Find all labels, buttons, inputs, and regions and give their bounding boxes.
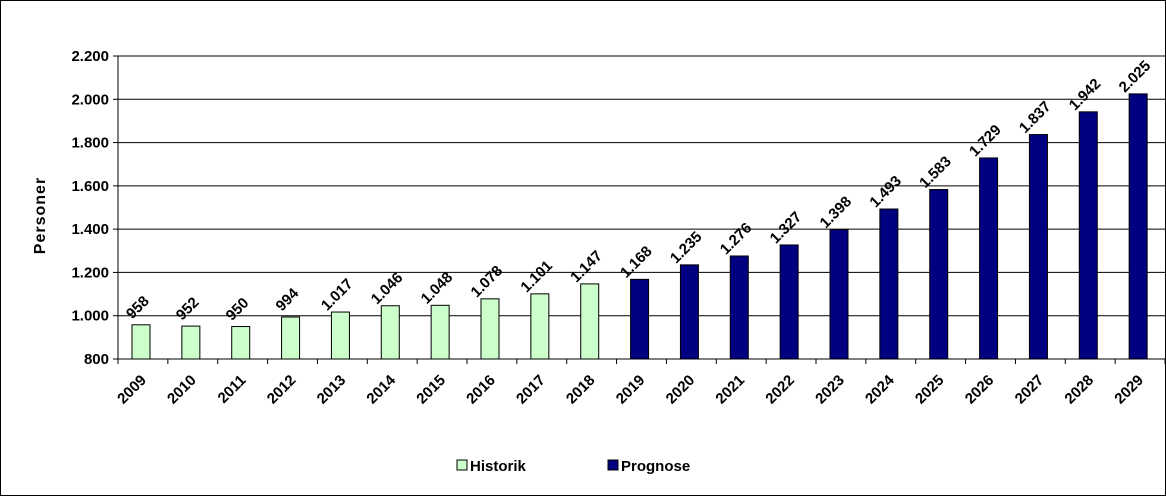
data-label: 1.398 (817, 193, 856, 232)
bar-prognose-2026 (979, 157, 999, 360)
data-label: 1.147 (567, 247, 606, 286)
bar-historik-2010 (181, 325, 201, 360)
data-label: 1.493 (866, 173, 905, 212)
bar-prognose-2029 (1128, 93, 1148, 360)
bar-historik-2017 (530, 293, 550, 360)
bar-prognose-2020 (679, 264, 699, 360)
x-tick-label: 2009 (114, 372, 150, 408)
x-tick-label: 2020 (663, 372, 699, 408)
y-tick-label: 2.000 (71, 91, 109, 108)
data-label: 1.168 (617, 243, 656, 282)
data-label: 1.276 (717, 220, 756, 259)
data-label: 1.101 (517, 257, 556, 296)
x-tick-label: 2022 (762, 372, 798, 408)
x-tick-label: 2014 (363, 371, 399, 407)
x-tick-label: 2017 (513, 372, 549, 408)
data-label: 950 (223, 294, 253, 324)
x-tick-label: 2025 (912, 372, 948, 408)
bar-prognose-2025 (929, 189, 949, 360)
y-tick-label: 1.400 (71, 221, 109, 238)
x-tick-label: 2015 (413, 372, 449, 408)
y-tick-label: 1.200 (71, 264, 109, 281)
bar-historik-2016 (480, 298, 500, 360)
data-label: 994 (273, 285, 303, 315)
bar-historik-2015 (430, 304, 450, 360)
x-tick-label: 2013 (314, 372, 350, 408)
legend: Historik Prognose (456, 458, 690, 475)
data-label: 1.046 (368, 269, 407, 308)
gridlines (118, 55, 1165, 360)
bar-prognose-2024 (879, 208, 899, 360)
bar-prognose-2019 (630, 278, 650, 360)
data-label: 1.048 (418, 269, 457, 308)
data-label: 952 (173, 294, 203, 324)
x-tick-label: 2018 (563, 372, 599, 408)
x-tick-label: 2021 (712, 372, 748, 408)
y-tick-label: 1.600 (71, 178, 109, 195)
legend-label-prognose: Prognose (621, 458, 690, 475)
y-tick-label: 1.800 (71, 135, 109, 152)
data-label: 1.942 (1066, 75, 1105, 114)
legend-swatch-historik (456, 459, 468, 471)
bar-historik-2011 (231, 326, 251, 360)
y-axis-title: Personer (32, 177, 49, 254)
data-label: 1.729 (966, 121, 1005, 160)
bar-historik-2012 (281, 316, 301, 360)
bar-historik-2009 (131, 324, 151, 360)
x-tick-label: 2028 (1061, 372, 1097, 408)
y-tick-label: 800 (84, 351, 109, 368)
data-label: 1.078 (468, 262, 507, 301)
x-tick-label: 2012 (264, 372, 300, 408)
x-tick-label: 2027 (1012, 372, 1048, 408)
bar-prognose-2028 (1078, 111, 1098, 360)
x-tick-label: 2016 (463, 372, 499, 408)
legend-label-historik: Historik (470, 458, 527, 475)
x-tick-label: 2010 (164, 372, 200, 408)
data-label: 1.327 (767, 208, 806, 247)
x-tick-label: 2023 (812, 372, 848, 408)
data-label: 1.235 (667, 228, 706, 267)
x-tick-label: 2029 (1111, 372, 1147, 408)
x-tick-label: 2011 (215, 372, 250, 407)
bar-prognose-2027 (1028, 134, 1048, 360)
y-tick-label: 1.000 (71, 308, 109, 325)
y-tick-label: 2.200 (71, 48, 109, 65)
data-label: 2.025 (1116, 57, 1155, 96)
data-label: 958 (123, 293, 153, 323)
x-tick-label: 2024 (862, 371, 898, 407)
x-tick-label: 2026 (962, 372, 998, 408)
x-tick-label: 2019 (613, 372, 649, 408)
bar-historik-2013 (330, 311, 350, 360)
bar-historik-2014 (380, 305, 400, 360)
bar-prognose-2023 (829, 229, 849, 360)
data-label: 1.837 (1016, 98, 1055, 137)
bar-prognose-2021 (729, 255, 749, 360)
bar-historik-2018 (580, 283, 600, 360)
data-label: 1.017 (318, 276, 357, 315)
legend-swatch-prognose (607, 459, 619, 471)
bar-prognose-2022 (779, 244, 799, 360)
